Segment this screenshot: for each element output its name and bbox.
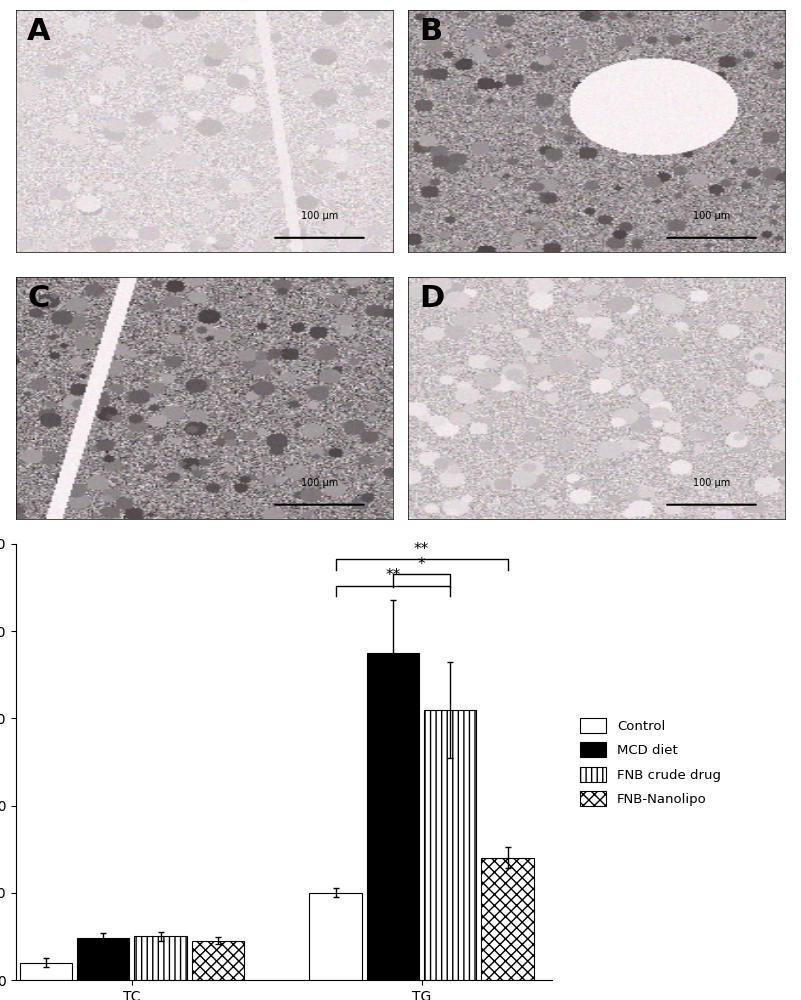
Text: C: C [27,284,50,313]
Bar [20,963,72,980]
Bar [481,858,533,980]
Bar [192,941,244,980]
Bar [367,653,419,980]
Text: 100 μm: 100 μm [301,211,338,221]
Text: *: * [418,557,425,572]
Bar [77,938,129,980]
Text: D: D [420,284,445,313]
Text: B: B [420,17,442,46]
Bar [309,893,361,980]
Bar [135,936,187,980]
Text: A: A [27,17,51,46]
Legend: Control, MCD diet, FNB crude drug, FNB-Nanolipo: Control, MCD diet, FNB crude drug, FNB-N… [578,715,723,809]
Text: 100 μm: 100 μm [301,478,338,488]
Text: **: ** [414,542,429,557]
Text: **: ** [385,568,400,583]
Text: 100 μm: 100 μm [693,478,730,488]
Text: 100 μm: 100 μm [693,211,730,221]
Bar [425,710,477,980]
